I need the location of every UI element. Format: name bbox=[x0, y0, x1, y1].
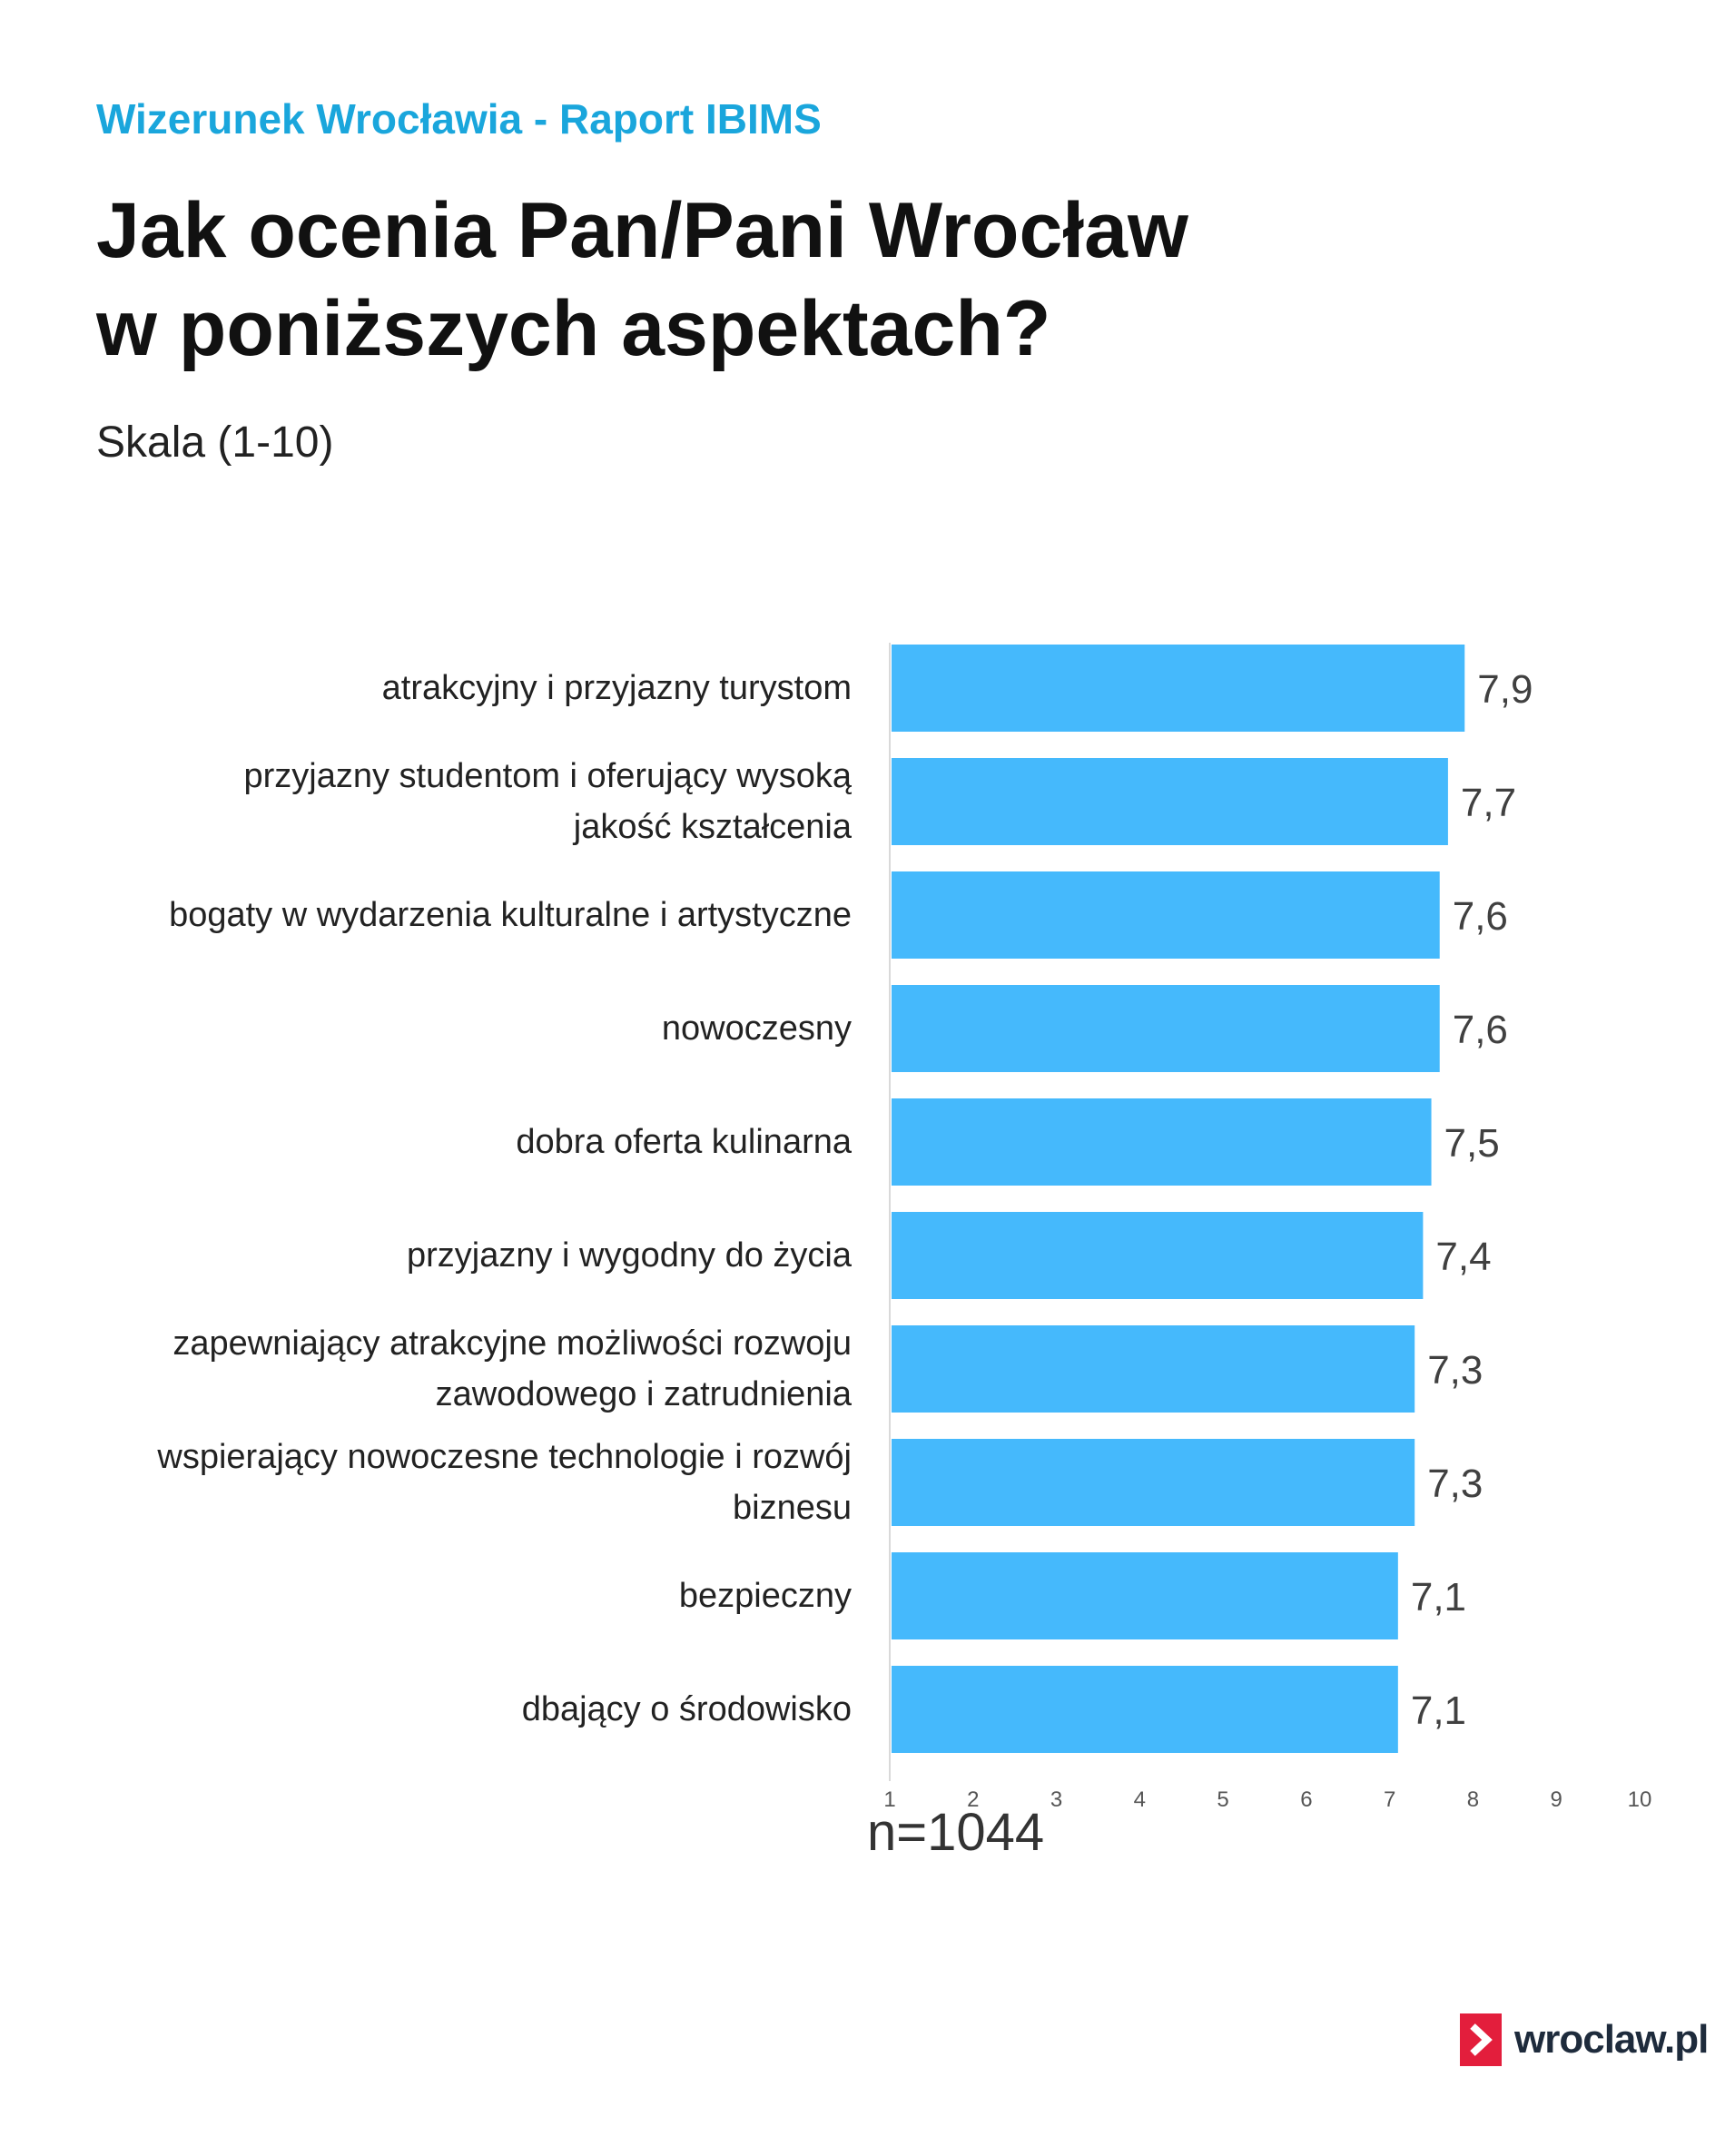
x-tick-label: 10 bbox=[1628, 1787, 1652, 1812]
bar bbox=[892, 645, 1465, 732]
category-label: bogaty w wydarzenia kulturalne i artysty… bbox=[169, 896, 852, 934]
logo-chevron-icon bbox=[1460, 2013, 1502, 2066]
bar bbox=[892, 1098, 1432, 1186]
bar bbox=[892, 1439, 1415, 1526]
data-label: 7,3 bbox=[1427, 1348, 1483, 1393]
data-label: 7,3 bbox=[1427, 1462, 1483, 1506]
category-label: wspierający nowoczesne technologie i roz… bbox=[156, 1438, 852, 1476]
x-tick-label: 3 bbox=[1050, 1787, 1062, 1812]
bar bbox=[892, 1666, 1398, 1753]
sample-size: n=1044 bbox=[867, 1803, 1045, 1862]
category-label: biznesu bbox=[733, 1489, 852, 1527]
chart-title-line-1: Jak ocenia Pan/Pani Wrocław bbox=[96, 187, 1188, 274]
data-label: 7,6 bbox=[1453, 894, 1508, 939]
x-tick-label: 2 bbox=[967, 1787, 979, 1812]
x-tick-label: 4 bbox=[1134, 1787, 1146, 1812]
data-label: 7,9 bbox=[1477, 667, 1533, 712]
bar bbox=[892, 758, 1448, 845]
data-label: 7,1 bbox=[1411, 1575, 1466, 1619]
bar bbox=[892, 1325, 1415, 1413]
x-tick-label: 5 bbox=[1217, 1787, 1228, 1812]
data-label: 7,6 bbox=[1453, 1008, 1508, 1052]
logo-text: wroclaw.pl bbox=[1514, 2017, 1709, 2062]
x-tick-label: 8 bbox=[1467, 1787, 1479, 1812]
x-tick-label: 7 bbox=[1384, 1787, 1395, 1812]
chart-title: Jak ocenia Pan/Pani Wrocław w poniższych… bbox=[96, 182, 1188, 378]
category-label: dbający o środowisko bbox=[522, 1690, 852, 1728]
bar-chart: 7,9 atrakcyjny i przyjazny turystom 7,7 prz… bbox=[156, 643, 1652, 1812]
data-label: 7,1 bbox=[1411, 1688, 1466, 1733]
category-label: jakość kształcenia bbox=[573, 808, 853, 846]
category-label: atrakcyjny i przyjazny turystom bbox=[382, 669, 852, 707]
category-label: przyjazny i wygodny do życia bbox=[407, 1236, 853, 1275]
data-label: 7,4 bbox=[1435, 1235, 1491, 1279]
bar bbox=[892, 985, 1440, 1072]
category-label: zawodowego i zatrudnienia bbox=[436, 1375, 853, 1413]
category-label: nowoczesny bbox=[662, 1009, 852, 1048]
bar bbox=[892, 871, 1440, 959]
chart-title-line-2: w poniższych aspektach? bbox=[96, 285, 1051, 372]
x-tick-label: 9 bbox=[1551, 1787, 1562, 1812]
category-label: bezpieczny bbox=[679, 1577, 852, 1615]
category-label: przyjazny studentom i oferujący wysoką bbox=[243, 757, 852, 795]
category-label: dobra oferta kulinarna bbox=[516, 1123, 853, 1161]
chart-subtitle: Skala (1-10) bbox=[96, 418, 334, 467]
data-label: 7,5 bbox=[1444, 1121, 1500, 1166]
report-supertitle: Wizerunek Wrocławia - Raport IBIMS bbox=[96, 95, 822, 143]
category-label: zapewniający atrakcyjne możliwości rozwo… bbox=[172, 1324, 852, 1363]
bar bbox=[892, 1552, 1398, 1639]
wroclaw-logo[interactable]: wroclaw.pl bbox=[1460, 2013, 1709, 2066]
data-label: 7,7 bbox=[1461, 781, 1516, 825]
x-tick-label: 6 bbox=[1300, 1787, 1312, 1812]
bar bbox=[892, 1212, 1424, 1299]
x-tick-label: 1 bbox=[883, 1787, 895, 1812]
